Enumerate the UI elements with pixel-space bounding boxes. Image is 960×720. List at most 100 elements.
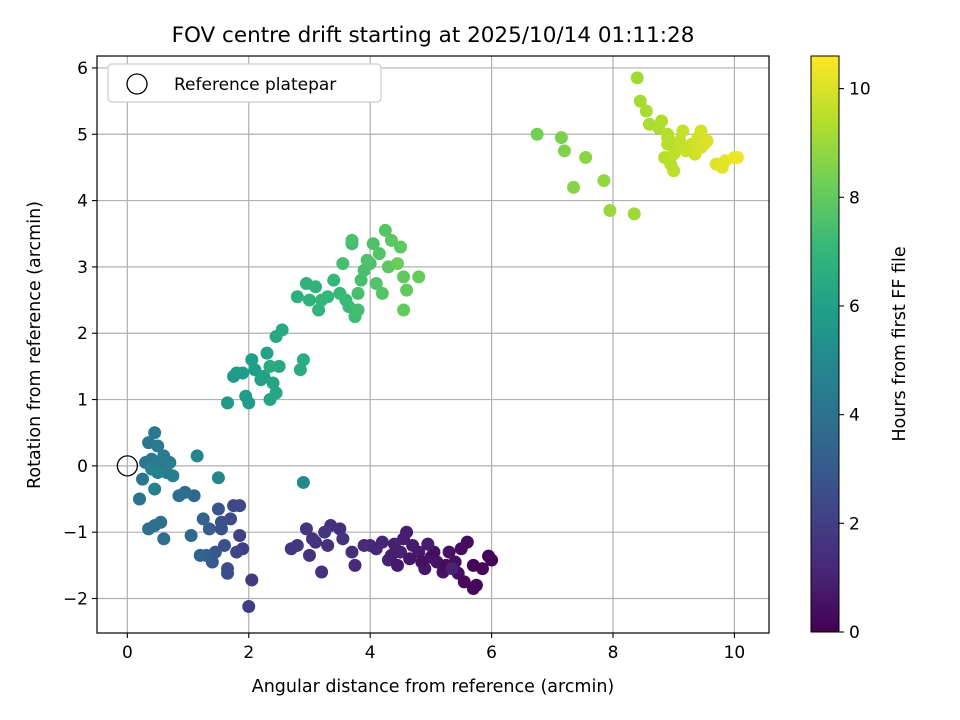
y-tick-label: 2 (77, 324, 88, 344)
data-point (321, 538, 335, 552)
data-point (366, 237, 380, 251)
data-point (284, 542, 298, 556)
data-point (354, 273, 368, 287)
data-point (306, 532, 320, 546)
data-point (397, 270, 411, 284)
y-axis-ticks: −2 −1 0 1 2 3 4 5 6 (63, 59, 97, 610)
data-point (242, 599, 256, 613)
data-point (299, 522, 313, 536)
data-point (667, 164, 681, 178)
data-point (700, 134, 714, 148)
data-point (345, 545, 359, 559)
data-point (166, 469, 180, 483)
data-point (384, 233, 398, 247)
data-point (351, 303, 365, 317)
data-point (336, 257, 350, 271)
data-point (236, 366, 250, 380)
x-tick-label: 10 (724, 643, 746, 663)
data-point (482, 549, 496, 563)
x-tick-label: 8 (608, 643, 619, 663)
data-point (384, 548, 398, 562)
y-tick-label: −2 (63, 590, 88, 610)
data-point (242, 396, 256, 410)
data-point (336, 532, 350, 546)
x-tick-label: 0 (122, 643, 133, 663)
data-point (661, 137, 675, 151)
data-point (372, 247, 386, 261)
legend-label: Reference platepar (174, 75, 336, 95)
data-point (248, 363, 262, 377)
data-point (257, 369, 271, 383)
data-point (193, 548, 207, 562)
y-axis-label: Rotation from reference (arcmin) (25, 201, 45, 489)
x-tick-label: 2 (243, 643, 254, 663)
data-point (421, 537, 435, 551)
data-point (157, 532, 171, 546)
data-point (579, 150, 593, 164)
data-point (348, 558, 362, 572)
data-point (293, 363, 307, 377)
data-point (214, 522, 228, 536)
y-tick-label: 5 (77, 125, 88, 145)
data-point (148, 426, 162, 440)
data-point (266, 376, 280, 390)
data-point (597, 174, 611, 188)
colorbar-tick-label: 8 (849, 188, 860, 208)
x-axis-label: Angular distance from reference (arcmin) (252, 677, 615, 697)
data-point (390, 257, 404, 271)
data-point (260, 346, 274, 360)
data-point (357, 538, 371, 552)
colorbar-ticks: 0 2 4 6 8 10 (839, 80, 871, 643)
chart-title: FOV centre drift starting at 2025/10/14 … (172, 23, 695, 48)
data-point (233, 529, 247, 543)
data-point (351, 286, 365, 300)
data-point (269, 386, 283, 400)
data-point (318, 525, 332, 539)
colorbar-tick-label: 0 (849, 623, 860, 643)
data-point (730, 150, 744, 164)
data-point (142, 522, 156, 536)
y-tick-label: 4 (77, 192, 88, 212)
data-point (221, 396, 235, 410)
data-point (466, 558, 480, 572)
colorbar-tick-label: 4 (849, 406, 860, 426)
colorbar-tick-label: 6 (849, 297, 860, 317)
data-point (290, 290, 304, 304)
data-point (345, 233, 359, 247)
data-point (403, 552, 417, 566)
data-point (694, 124, 708, 138)
y-tick-label: 6 (77, 59, 88, 79)
data-point (132, 492, 146, 506)
data-point (221, 566, 235, 580)
data-point (202, 522, 216, 536)
data-point (375, 286, 389, 300)
data-point (302, 548, 316, 562)
data-point (676, 124, 690, 138)
data-point (557, 144, 571, 158)
colorbar (810, 55, 840, 633)
data-point (315, 565, 329, 579)
data-point (211, 502, 225, 516)
y-tick-label: 3 (77, 258, 88, 278)
data-point (397, 303, 411, 317)
data-point (145, 462, 159, 476)
data-point (272, 359, 286, 373)
data-point (136, 472, 150, 486)
x-tick-label: 4 (365, 643, 376, 663)
data-point (217, 538, 231, 552)
data-point (390, 558, 404, 572)
y-tick-label: 1 (77, 391, 88, 411)
data-point (400, 283, 414, 297)
data-point (667, 147, 681, 161)
data-point (457, 575, 471, 589)
data-point (445, 562, 459, 576)
legend: Reference platepar (107, 63, 382, 103)
data-point (245, 353, 259, 367)
colorbar-tick-label: 2 (849, 514, 860, 534)
data-point (196, 512, 210, 526)
x-axis-ticks: 0 2 4 6 8 10 (122, 633, 745, 663)
data-points (132, 71, 744, 613)
data-point (151, 439, 165, 453)
data-point (360, 253, 374, 267)
data-point (184, 529, 198, 543)
